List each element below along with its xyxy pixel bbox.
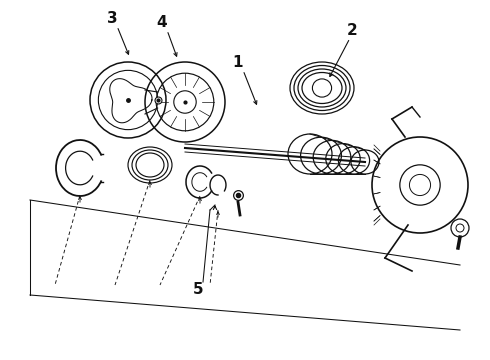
Text: 1: 1 [233, 54, 243, 69]
Text: 3: 3 [107, 10, 117, 26]
Text: 5: 5 [193, 283, 203, 297]
Text: 4: 4 [157, 14, 167, 30]
Text: 2: 2 [346, 23, 357, 37]
